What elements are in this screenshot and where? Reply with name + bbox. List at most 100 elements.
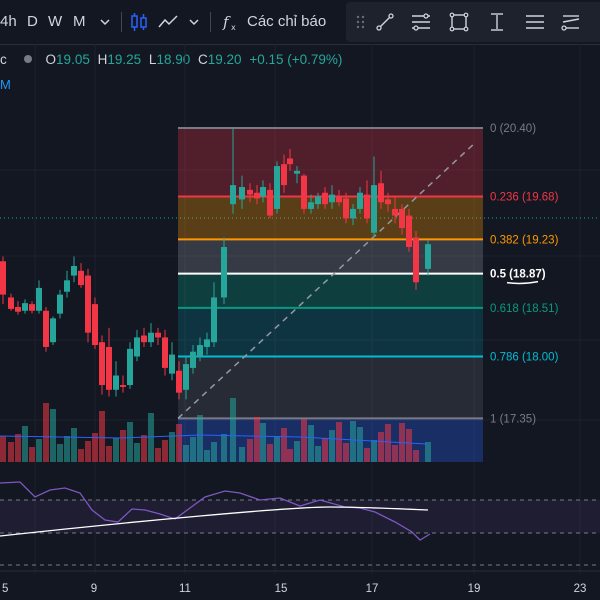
candle-body (92, 304, 98, 346)
volume-bar (378, 432, 384, 462)
chart-canvas[interactable]: 0 (20.40) 0.236 (19.68) 0.382 (19.23) 0.5 (… (0, 44, 600, 600)
candle-body (169, 354, 175, 374)
trend-line-icon[interactable] (374, 11, 396, 33)
date-axis: 5 9 11 15 17 19 23 (0, 570, 600, 595)
candle-body (99, 342, 105, 386)
volume-bar (315, 446, 321, 462)
candle-body (343, 198, 349, 219)
fib-trend-line[interactable] (177, 141, 477, 419)
drawing-tools-panel (346, 2, 600, 42)
volume-bar (204, 450, 210, 462)
interval-w[interactable]: W (48, 13, 63, 30)
fib-band (178, 307, 483, 357)
volume-bar (329, 430, 335, 462)
volume-bar (50, 409, 56, 462)
toolbar-divider (121, 12, 122, 32)
candle-body (134, 337, 140, 357)
fib-level-label: 0 (20.40) (490, 123, 536, 135)
candles-icon[interactable] (128, 11, 150, 33)
fib-band (178, 273, 483, 308)
volume-bar (230, 398, 236, 462)
candle-body (106, 346, 112, 390)
candle-body (204, 339, 210, 347)
close-value: 19.20 (207, 52, 242, 67)
candle-body (287, 158, 293, 165)
fib-retracement-icon[interactable] (410, 11, 432, 33)
candle-body (247, 189, 253, 195)
volume-bar (176, 424, 182, 462)
candle-body (371, 185, 377, 233)
interval-4h[interactable]: 4h (0, 13, 17, 30)
volume-bar (120, 430, 126, 462)
fib-level-label: 0.786 (18.00) (490, 351, 559, 363)
candle-body (15, 306, 21, 312)
candle-body (399, 208, 405, 228)
fib-band (178, 128, 483, 197)
date-tick-label: 23 (574, 583, 587, 595)
volume-bar (197, 415, 203, 462)
candle-body (120, 385, 126, 387)
volume-bar (211, 442, 217, 462)
rsi-band (0, 500, 600, 533)
volume-bar (92, 433, 98, 462)
drag-handle-icon[interactable] (350, 11, 372, 33)
volume-bar (308, 425, 314, 462)
pitchfork-icon[interactable] (560, 11, 582, 33)
close-label: C (198, 52, 208, 67)
interval-d[interactable]: D (27, 13, 38, 30)
rsi-pane (0, 481, 600, 566)
candle-body (308, 202, 314, 209)
volume-bar (343, 443, 349, 462)
rsi-ma-line (0, 506, 429, 537)
volume-bar (155, 448, 161, 462)
legend-fragment: M (0, 77, 11, 92)
candle-body (301, 175, 307, 209)
fib-band (178, 239, 483, 274)
volume-bar (127, 422, 133, 462)
date-tick-label: 5 (2, 583, 8, 595)
rectangle-icon[interactable] (448, 11, 470, 33)
date-tick-label: 9 (91, 583, 97, 595)
fib-level-label: 1 (17.35) (490, 413, 536, 425)
volume-bar (287, 449, 293, 462)
volume-bar (239, 447, 245, 462)
legend-fragment-c: c (0, 52, 7, 67)
volume-bar (406, 429, 412, 462)
volume-bar (29, 447, 35, 462)
candle-body (336, 196, 342, 203)
volume-bar (281, 428, 287, 462)
indicators-button[interactable]: Các chỉ báo (247, 13, 327, 30)
volume-bar (294, 441, 300, 462)
volume-bar (301, 419, 307, 462)
chevron-down-icon[interactable] (183, 11, 205, 33)
fib-level-labels: 0 (20.40) 0.236 (19.68) 0.382 (19.23) 0.5 (… (490, 123, 559, 425)
candle-body (385, 199, 391, 205)
svg-text:f: f (222, 13, 231, 31)
date-range-icon[interactable] (486, 11, 508, 33)
chevron-down-icon[interactable] (94, 11, 116, 33)
candle-body (190, 351, 196, 368)
candle-body (127, 348, 133, 386)
candle-body (350, 208, 356, 219)
line-chart-icon[interactable] (157, 11, 179, 33)
candle-body (113, 375, 119, 390)
candle-body (281, 164, 287, 186)
text-lines-icon[interactable] (524, 11, 546, 33)
volume-bar (113, 438, 119, 462)
candle-body (230, 185, 236, 205)
volume-bar (85, 441, 91, 462)
date-tick-label: 11 (179, 583, 191, 595)
status-dot-icon (23, 55, 32, 63)
candle-body (315, 196, 321, 205)
interval-m[interactable]: M (73, 13, 86, 30)
candle-body (294, 170, 300, 174)
volume-bar (190, 437, 196, 462)
date-tick-label: 19 (468, 583, 481, 595)
candle-body (57, 294, 63, 314)
volume-bar (350, 421, 356, 462)
volume-bar (425, 442, 431, 462)
low-value: 18.90 (156, 52, 191, 67)
candle-body (197, 345, 203, 357)
